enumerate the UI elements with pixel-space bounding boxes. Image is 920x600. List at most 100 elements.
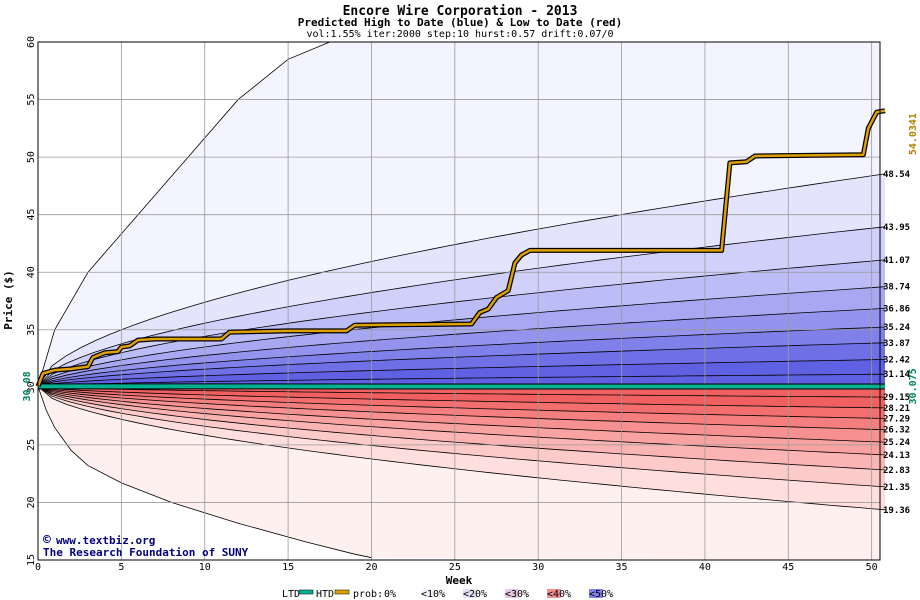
end-high-label: 54.0341: [908, 113, 919, 155]
high-band-6: [38, 342, 885, 387]
legend-bucket-swatch-2: [463, 589, 477, 598]
legend-bucket-4: <40%: [547, 589, 571, 600]
credit: © www.textbiz.org The Research Foundatio…: [43, 533, 249, 559]
copyright-icon: ©: [43, 533, 51, 548]
band-value-label-16: 21.35: [883, 483, 910, 493]
band-line-10: [37, 386, 886, 409]
band-value-label-2: 41.07: [883, 256, 910, 266]
legend: LTD HTD prob: 0% <10% <20% <30% <40% <50…: [282, 589, 613, 600]
band-line-8: [37, 373, 886, 387]
high-band-3: [38, 286, 885, 387]
band-value-label-1: 43.95: [883, 223, 910, 233]
band-line-16: [37, 386, 886, 488]
x-tick-label-6: 30: [532, 562, 544, 573]
x-tick-label-0: 0: [35, 562, 41, 573]
legend-bucket-5: <50%: [589, 589, 613, 600]
band-value-label-3: 38.74: [883, 283, 911, 293]
band-line-4: [37, 308, 886, 387]
y-tick-label-6: 45: [26, 209, 37, 221]
band-line-14: [37, 386, 886, 456]
legend-bucket-swatch-3: [505, 589, 519, 598]
y-tick-label-5: 40: [26, 266, 37, 278]
low-band-4: [38, 386, 885, 443]
band-line-12: [37, 386, 886, 431]
band-value-label-8: 31.14: [883, 370, 911, 380]
x-tick-label-1: 5: [118, 562, 124, 573]
legend-bucket-3: <30%: [505, 589, 529, 600]
legend-ltd-label: LTD: [282, 589, 300, 600]
band-value-label-10: 28.21: [883, 404, 910, 414]
band-line-13: [37, 386, 886, 443]
x-tick-label-2: 10: [199, 562, 211, 573]
y-tick-label-8: 55: [26, 94, 37, 106]
x-tick-label-9: 45: [782, 562, 794, 573]
band-line-1: [37, 226, 886, 387]
band-value-label-6: 33.87: [883, 339, 910, 349]
outer-high-line: [37, 41, 330, 387]
high-band-7: [38, 359, 885, 387]
band-value-label-7: 32.42: [883, 355, 910, 365]
band-line-17: [37, 386, 886, 511]
legend-bucket-swatch-1: [421, 589, 435, 598]
start-price-label: 30.08: [22, 371, 33, 401]
band-line-15: [37, 386, 886, 471]
band-line-11: [37, 386, 886, 419]
htd-line: [36, 109, 886, 387]
chart-params: vol:1.55% iter:2000 step:10 hurst:0.57 d…: [306, 29, 613, 40]
y-tick-label-7: 50: [26, 151, 37, 163]
band-line-3: [37, 286, 886, 387]
plot-frame: [37, 41, 881, 561]
legend-bucket-swatch-4: [547, 589, 561, 598]
tick-labels: 0 5 10 15 20 25 30 35 40 45 50 15 20 25 30 35 40 45 50 55 60: [26, 36, 878, 573]
band-value-label-0: 48.54: [883, 170, 911, 180]
band-line-7: [37, 359, 886, 387]
legend-bucket-0: 0%: [384, 589, 396, 600]
low-band-3: [38, 386, 885, 455]
band-labels: 48.54 43.95 41.07 38.74 36.86 35.24 33.87 32.42…: [883, 170, 911, 516]
band-line-5: [37, 326, 886, 387]
chart-subtitle: Predicted High to Date (blue) & Low to D…: [298, 16, 623, 29]
y-tick-label-1: 20: [26, 496, 37, 508]
series-lines: [35, 108, 886, 390]
probability-bands: [37, 42, 886, 560]
chart-title: Encore Wire Corporation - 2013: [343, 4, 578, 19]
low-band-7: [38, 386, 885, 408]
y-tick-label-0: 15: [26, 554, 37, 566]
x-tick-label-4: 20: [365, 562, 377, 573]
band-value-label-11: 27.29: [883, 415, 910, 425]
y-tick-label-4: 35: [26, 324, 37, 336]
band-line-9: [37, 386, 886, 398]
high-band-1: [38, 226, 885, 387]
x-tick-label-10: 50: [866, 562, 878, 573]
high-band-8: [38, 374, 885, 387]
credit-org: The Research Foundation of SUNY: [43, 546, 249, 559]
band-value-label-12: 26.32: [883, 426, 910, 436]
high-band-2: [38, 259, 885, 387]
band-value-label-9: 29.15: [883, 393, 910, 403]
legend-bucket-swatch-0: [386, 589, 400, 598]
end-low-label: 30.075: [908, 368, 919, 404]
band-line-0: [37, 173, 886, 387]
low-band-0: [38, 386, 885, 510]
legend-prob-label: prob:: [353, 589, 383, 600]
y-tick-label-3: 30: [26, 381, 37, 393]
x-tick-label-3: 15: [282, 562, 294, 573]
y-axis-label: Price ($): [2, 270, 15, 330]
legend-bucket-2: <20%: [463, 589, 487, 600]
y-tick-label-2: 25: [26, 439, 37, 451]
x-tick-label-5: 25: [449, 562, 461, 573]
x-tick-label-8: 40: [699, 562, 711, 573]
legend-htd-swatch: [334, 589, 350, 595]
low-band-6: [38, 386, 885, 419]
band-value-label-5: 35.24: [883, 323, 911, 333]
low-band-1: [38, 386, 885, 487]
credit-url: www.textbiz.org: [56, 534, 155, 547]
high-band-0: [38, 173, 885, 387]
band-value-label-4: 36.86: [883, 304, 910, 314]
band-value-label-13: 25.24: [883, 438, 911, 448]
low-band-2: [38, 386, 885, 470]
legend-ltd-swatch: [298, 589, 314, 595]
x-axis-label: Week: [446, 574, 473, 587]
legend-bucket-1: <10%: [421, 589, 445, 600]
